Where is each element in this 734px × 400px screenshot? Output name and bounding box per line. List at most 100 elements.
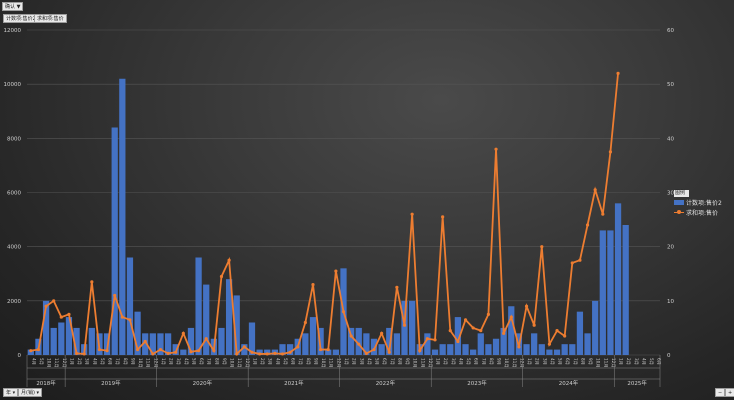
bar — [225, 279, 233, 355]
bar — [592, 300, 599, 355]
x-month-label: 11月 — [602, 358, 608, 368]
line-point — [341, 310, 346, 314]
x-month-label: 10月 — [595, 358, 601, 368]
line-point — [52, 299, 56, 303]
line-point — [570, 261, 574, 265]
line-point — [479, 329, 483, 333]
x-month-label: 1月 — [251, 358, 257, 365]
x-month-label: 9月 — [404, 358, 410, 365]
x-month-label: 12月 — [427, 358, 433, 368]
x-month-label: 8月 — [305, 358, 311, 365]
bar — [454, 317, 462, 355]
bar — [569, 344, 576, 355]
bar — [126, 257, 134, 355]
x-year-label: 2018年 — [36, 379, 56, 387]
bar — [584, 333, 591, 355]
line-point — [380, 331, 384, 335]
x-month-label: 6月 — [656, 358, 662, 365]
x-month-label: 4月 — [457, 358, 463, 365]
line-point — [227, 258, 231, 262]
line-point — [486, 312, 491, 316]
x-month-label: 4月 — [30, 358, 36, 365]
bar — [157, 333, 164, 355]
x-month-label: 10月 — [46, 358, 52, 368]
line-point — [410, 212, 414, 216]
line-point — [326, 347, 330, 352]
x-month-label: 1月 — [526, 358, 532, 365]
x-month-label: 7月 — [572, 358, 578, 365]
x-month-label: 1月 — [68, 358, 74, 365]
bar — [180, 349, 187, 355]
bar — [241, 344, 248, 355]
line-point — [128, 318, 132, 322]
line-point — [349, 334, 353, 338]
line-point — [59, 315, 63, 319]
line-point — [29, 349, 33, 353]
expand-button[interactable]: + — [725, 388, 734, 397]
y-right-tick-label: 20 — [667, 245, 674, 251]
line-point — [563, 334, 567, 338]
line-point — [334, 269, 338, 273]
line-point — [494, 147, 498, 151]
line-point — [616, 71, 620, 75]
x-month-label: 8月 — [213, 358, 219, 365]
bar — [553, 349, 561, 355]
x-month-label: 7月 — [206, 358, 212, 365]
x-month-label: 8月 — [122, 358, 128, 365]
line-point — [395, 285, 399, 289]
value-field-button-2[interactable]: 求和项:售价 — [34, 14, 67, 23]
bar — [393, 333, 401, 355]
x-month-label: 9月 — [496, 358, 502, 365]
x-month-label: 5月 — [282, 358, 288, 365]
line-point — [120, 315, 124, 319]
bar — [149, 333, 156, 355]
bar — [58, 322, 65, 355]
row-field-month-button[interactable]: 月(销) ▾ — [18, 388, 43, 397]
x-month-label: 10月 — [412, 358, 418, 368]
line-point — [74, 351, 79, 355]
dropdown-icon: ▾ — [36, 390, 40, 396]
x-month-label: 6月 — [198, 358, 204, 365]
x-month-label: 8月 — [579, 358, 585, 365]
x-month-label: 11月 — [328, 358, 334, 368]
line-point — [517, 345, 521, 349]
x-month-label: 10月 — [320, 358, 326, 368]
line-point — [448, 329, 452, 333]
year-label: 年 — [6, 390, 12, 396]
line-point — [555, 329, 559, 333]
bar — [508, 306, 515, 355]
x-month-label: 2月 — [259, 358, 265, 365]
bar — [88, 327, 95, 355]
x-month-label: 7月 — [297, 358, 303, 365]
x-month-label: 2月 — [76, 358, 82, 365]
y-left-tick-label: 6000 — [7, 191, 21, 197]
line-point — [296, 345, 300, 349]
y-right-tick-label: 30 — [667, 191, 674, 197]
x-year-label: 2024年 — [559, 379, 579, 387]
x-month-label: 6月 — [564, 358, 570, 365]
bar — [401, 300, 408, 355]
line-point — [189, 350, 193, 354]
line-point — [502, 331, 506, 335]
y-left-tick-label: 10000 — [4, 82, 22, 88]
legend-bar-swatch — [674, 199, 684, 205]
bar — [264, 349, 271, 355]
line-point — [113, 293, 117, 298]
x-month-label: 8月 — [488, 358, 494, 365]
x-year-label: 2022年 — [376, 379, 396, 387]
line-point — [204, 337, 208, 341]
x-month-label: 3月 — [175, 358, 181, 365]
x-month-label: 6月 — [290, 358, 296, 365]
field-button[interactable]: 确认 ▼ — [2, 2, 24, 11]
bar — [431, 349, 439, 355]
row-field-year-button[interactable]: 年 ▾ — [3, 388, 19, 397]
line-point — [90, 280, 94, 284]
x-month-label: 3月 — [84, 358, 90, 365]
line-point — [82, 352, 86, 356]
y-right-tick-label: 50 — [667, 82, 674, 88]
bar — [386, 327, 393, 355]
collapse-button[interactable]: − — [715, 388, 726, 397]
line-point — [151, 352, 155, 356]
